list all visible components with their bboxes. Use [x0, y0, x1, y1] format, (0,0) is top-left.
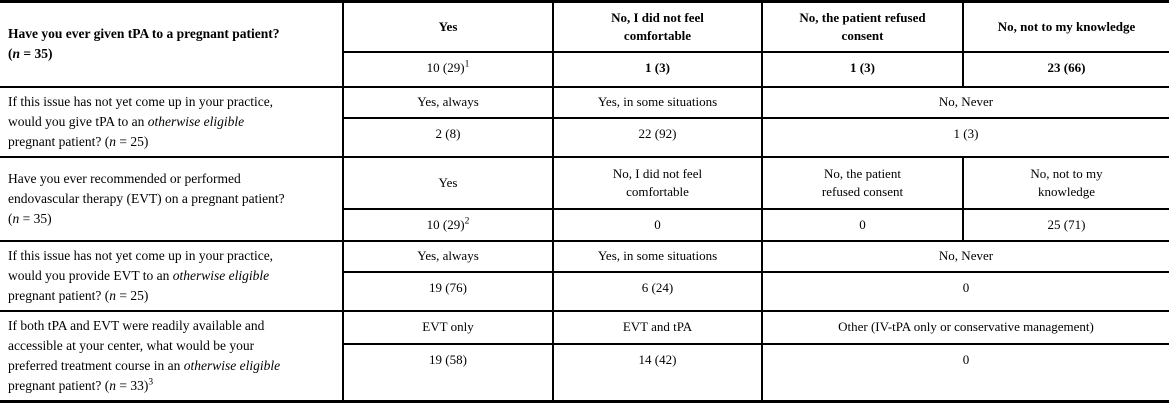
value-cell: 6 (24) — [552, 270, 763, 312]
question-cell: If this issue has not yet come up in you… — [0, 85, 344, 158]
option-cell: EVT only — [342, 309, 554, 345]
values-row: 19 (58) 14 (42) 0 — [0, 342, 1169, 403]
option-cell: No, not to my knowledge — [962, 155, 1169, 210]
value-text: 23 (66) — [1047, 59, 1086, 75]
value-text: 0 — [654, 216, 661, 232]
option-cell: No, not to my knowledge — [962, 0, 1169, 53]
option-cell: No, Never — [761, 239, 1169, 273]
value-text: 10 (29) — [426, 59, 465, 75]
option-cell: Other (IV-tPA only or conservative manag… — [761, 309, 1169, 345]
values-row: 19 (76) 6 (24) 0 — [0, 270, 1169, 312]
option-cell: EVT and tPA — [552, 309, 763, 345]
values-row: 10 (29)1 1 (3) 1 (3) 23 (66) — [0, 50, 1169, 88]
value-text: 25 (71) — [1047, 216, 1086, 232]
options-row: If both tPA and EVT were readily availab… — [0, 309, 1169, 402]
value-text: 0 — [859, 216, 866, 232]
value-cell: 1 (3) — [761, 50, 964, 88]
options-row: If this issue has not yet come up in you… — [0, 239, 1169, 312]
value-text: 19 (76) — [429, 279, 467, 295]
value-cell: 0 — [761, 342, 1169, 403]
value-text: 10 (29) — [426, 216, 465, 232]
value-cell: 0 — [552, 207, 763, 242]
option-cell: Yes, in some situations — [552, 239, 763, 273]
question-text: If this issue has not yet come up in you… — [8, 247, 274, 303]
value-text: 2 (8) — [435, 126, 461, 142]
values-row: 10 (29)2 0 0 25 (71) — [0, 207, 1169, 242]
value-cell: 10 (29)1 — [342, 50, 554, 88]
question-cell: If both tPA and EVT were readily availab… — [0, 309, 344, 402]
question-text: Have you ever recommended or performed e… — [8, 170, 285, 226]
value-text: 0 — [962, 279, 970, 295]
option-cell: No, I did not feel comfortable — [552, 0, 763, 53]
value-text: 14 (42) — [638, 351, 677, 367]
option-cell: Yes, always — [342, 85, 554, 120]
superscript: 3 — [148, 377, 154, 387]
value-text: 1 (3) — [953, 126, 979, 142]
options-row: If this issue has not yet come up in you… — [0, 85, 1169, 158]
value-cell: 0 — [761, 270, 1169, 312]
value-cell: 10 (29)2 — [342, 207, 554, 242]
question-text: If this issue has not yet come up in you… — [8, 93, 274, 149]
superscript: 2 — [464, 216, 470, 227]
value-cell: 19 (58) — [342, 342, 554, 403]
question-text: Have you ever given tPA to a pregnant pa… — [8, 26, 280, 62]
option-cell: Yes — [342, 155, 554, 210]
value-text: 0 — [962, 351, 970, 367]
question-cell: Have you ever given tPA to a pregnant pa… — [0, 0, 344, 88]
option-cell: No, the patient refused consent — [761, 0, 964, 53]
value-cell: 2 (8) — [342, 117, 554, 158]
value-cell: 19 (76) — [342, 270, 554, 312]
question-text: If both tPA and EVT were readily availab… — [8, 317, 281, 393]
option-cell: Yes, always — [342, 239, 554, 273]
question-cell: Have you ever recommended or performed e… — [0, 155, 344, 242]
value-text: 19 (58) — [429, 351, 467, 367]
value-cell: 1 (3) — [761, 117, 1169, 158]
value-cell: 0 — [761, 207, 964, 242]
value-text: 1 (3) — [850, 59, 875, 75]
value-cell: 22 (92) — [552, 117, 763, 158]
value-text: 6 (24) — [641, 279, 674, 295]
options-row: Have you ever given tPA to a pregnant pa… — [0, 0, 1169, 88]
option-cell: No, Never — [761, 85, 1169, 120]
value-text: 1 (3) — [645, 59, 670, 75]
value-text: 22 (92) — [638, 126, 677, 142]
superscript: 1 — [464, 59, 470, 70]
value-cell: 1 (3) — [552, 50, 763, 88]
option-cell: No, the patient refused consent — [761, 155, 964, 210]
value-cell: 23 (66) — [962, 50, 1169, 88]
option-cell: Yes — [342, 0, 554, 53]
option-cell: Yes, in some situations — [552, 85, 763, 120]
value-cell: 14 (42) — [552, 342, 763, 403]
values-row: 2 (8) 22 (92) 1 (3) — [0, 117, 1169, 158]
option-cell: No, I did not feel comfortable — [552, 155, 763, 210]
value-cell: 25 (71) — [962, 207, 1169, 242]
question-cell: If this issue has not yet come up in you… — [0, 239, 344, 312]
options-row: Have you ever recommended or performed e… — [0, 155, 1169, 242]
